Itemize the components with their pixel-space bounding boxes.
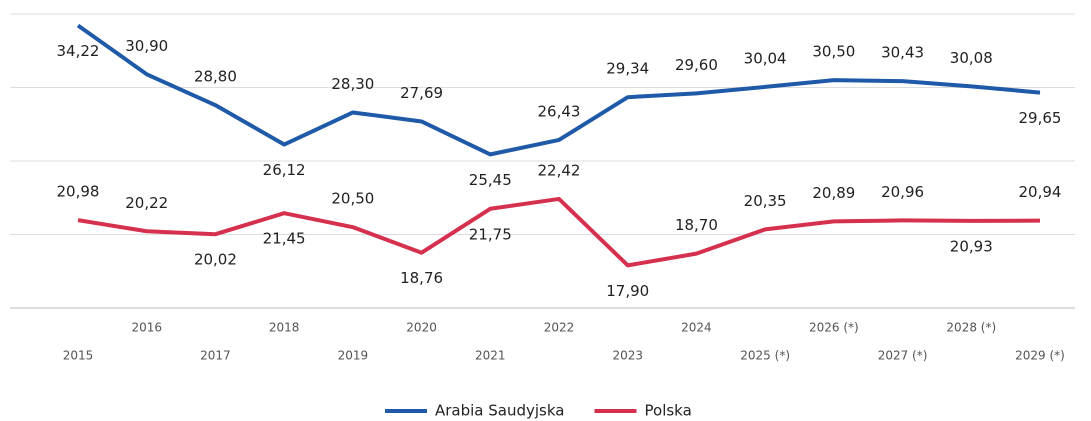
- x-tick-label: 2019: [338, 349, 369, 363]
- x-tick-label: 2026 (*): [809, 321, 859, 335]
- data-label: 21,45: [263, 230, 306, 248]
- x-tick-label: 2025 (*): [740, 349, 790, 363]
- data-label: 20,35: [744, 192, 787, 210]
- data-label: 20,93: [950, 237, 993, 255]
- data-label: 20,96: [881, 183, 924, 201]
- legend-label: Polska: [645, 402, 692, 420]
- data-label: 17,90: [606, 282, 649, 300]
- data-label: 26,12: [263, 161, 306, 179]
- data-label: 18,70: [675, 216, 718, 234]
- data-label: 20,98: [57, 183, 100, 201]
- x-tick-label: 2018: [269, 321, 300, 335]
- x-tick-label: 2020: [406, 321, 437, 335]
- data-label: 30,43: [881, 44, 924, 62]
- x-tick-label: 2022: [544, 321, 575, 335]
- data-label: 28,30: [331, 75, 374, 93]
- data-label: 20,89: [812, 184, 855, 202]
- data-label: 22,42: [538, 161, 581, 179]
- x-tick-label: 2015: [63, 349, 94, 363]
- data-label: 27,69: [400, 84, 443, 102]
- data-label: 18,76: [400, 269, 443, 287]
- data-label: 29,34: [606, 60, 649, 78]
- x-tick-label: 2029 (*): [1015, 349, 1065, 363]
- data-label: 29,65: [1019, 109, 1062, 127]
- line: [76, 23, 1041, 157]
- x-tick-label: 2016: [131, 321, 162, 335]
- data-label: 30,04: [744, 49, 787, 67]
- x-tick-label: 2028 (*): [946, 321, 996, 335]
- x-tick-label: 2017: [200, 349, 231, 363]
- x-tick-label: 2024: [681, 321, 712, 335]
- line: [77, 196, 1041, 268]
- x-tick-label: 2021: [475, 349, 506, 363]
- data-label: 20,22: [125, 194, 168, 212]
- data-label: 21,75: [469, 225, 512, 243]
- data-label: 20,94: [1019, 183, 1062, 201]
- legend-label: Arabia Saudyjska: [435, 402, 565, 420]
- data-label: 28,80: [194, 68, 237, 86]
- data-label: 25,45: [469, 171, 512, 189]
- data-label: 30,08: [950, 49, 993, 67]
- x-tick-label: 2027 (*): [878, 349, 928, 363]
- data-label: 20,02: [194, 251, 237, 269]
- data-label: 20,50: [331, 190, 374, 208]
- data-label: 26,43: [538, 102, 581, 120]
- data-label: 34,22: [57, 42, 100, 60]
- x-tick-label: 2023: [612, 349, 643, 363]
- data-label: 30,90: [125, 37, 168, 55]
- data-label: 30,50: [812, 43, 855, 61]
- data-label: 29,60: [675, 56, 718, 74]
